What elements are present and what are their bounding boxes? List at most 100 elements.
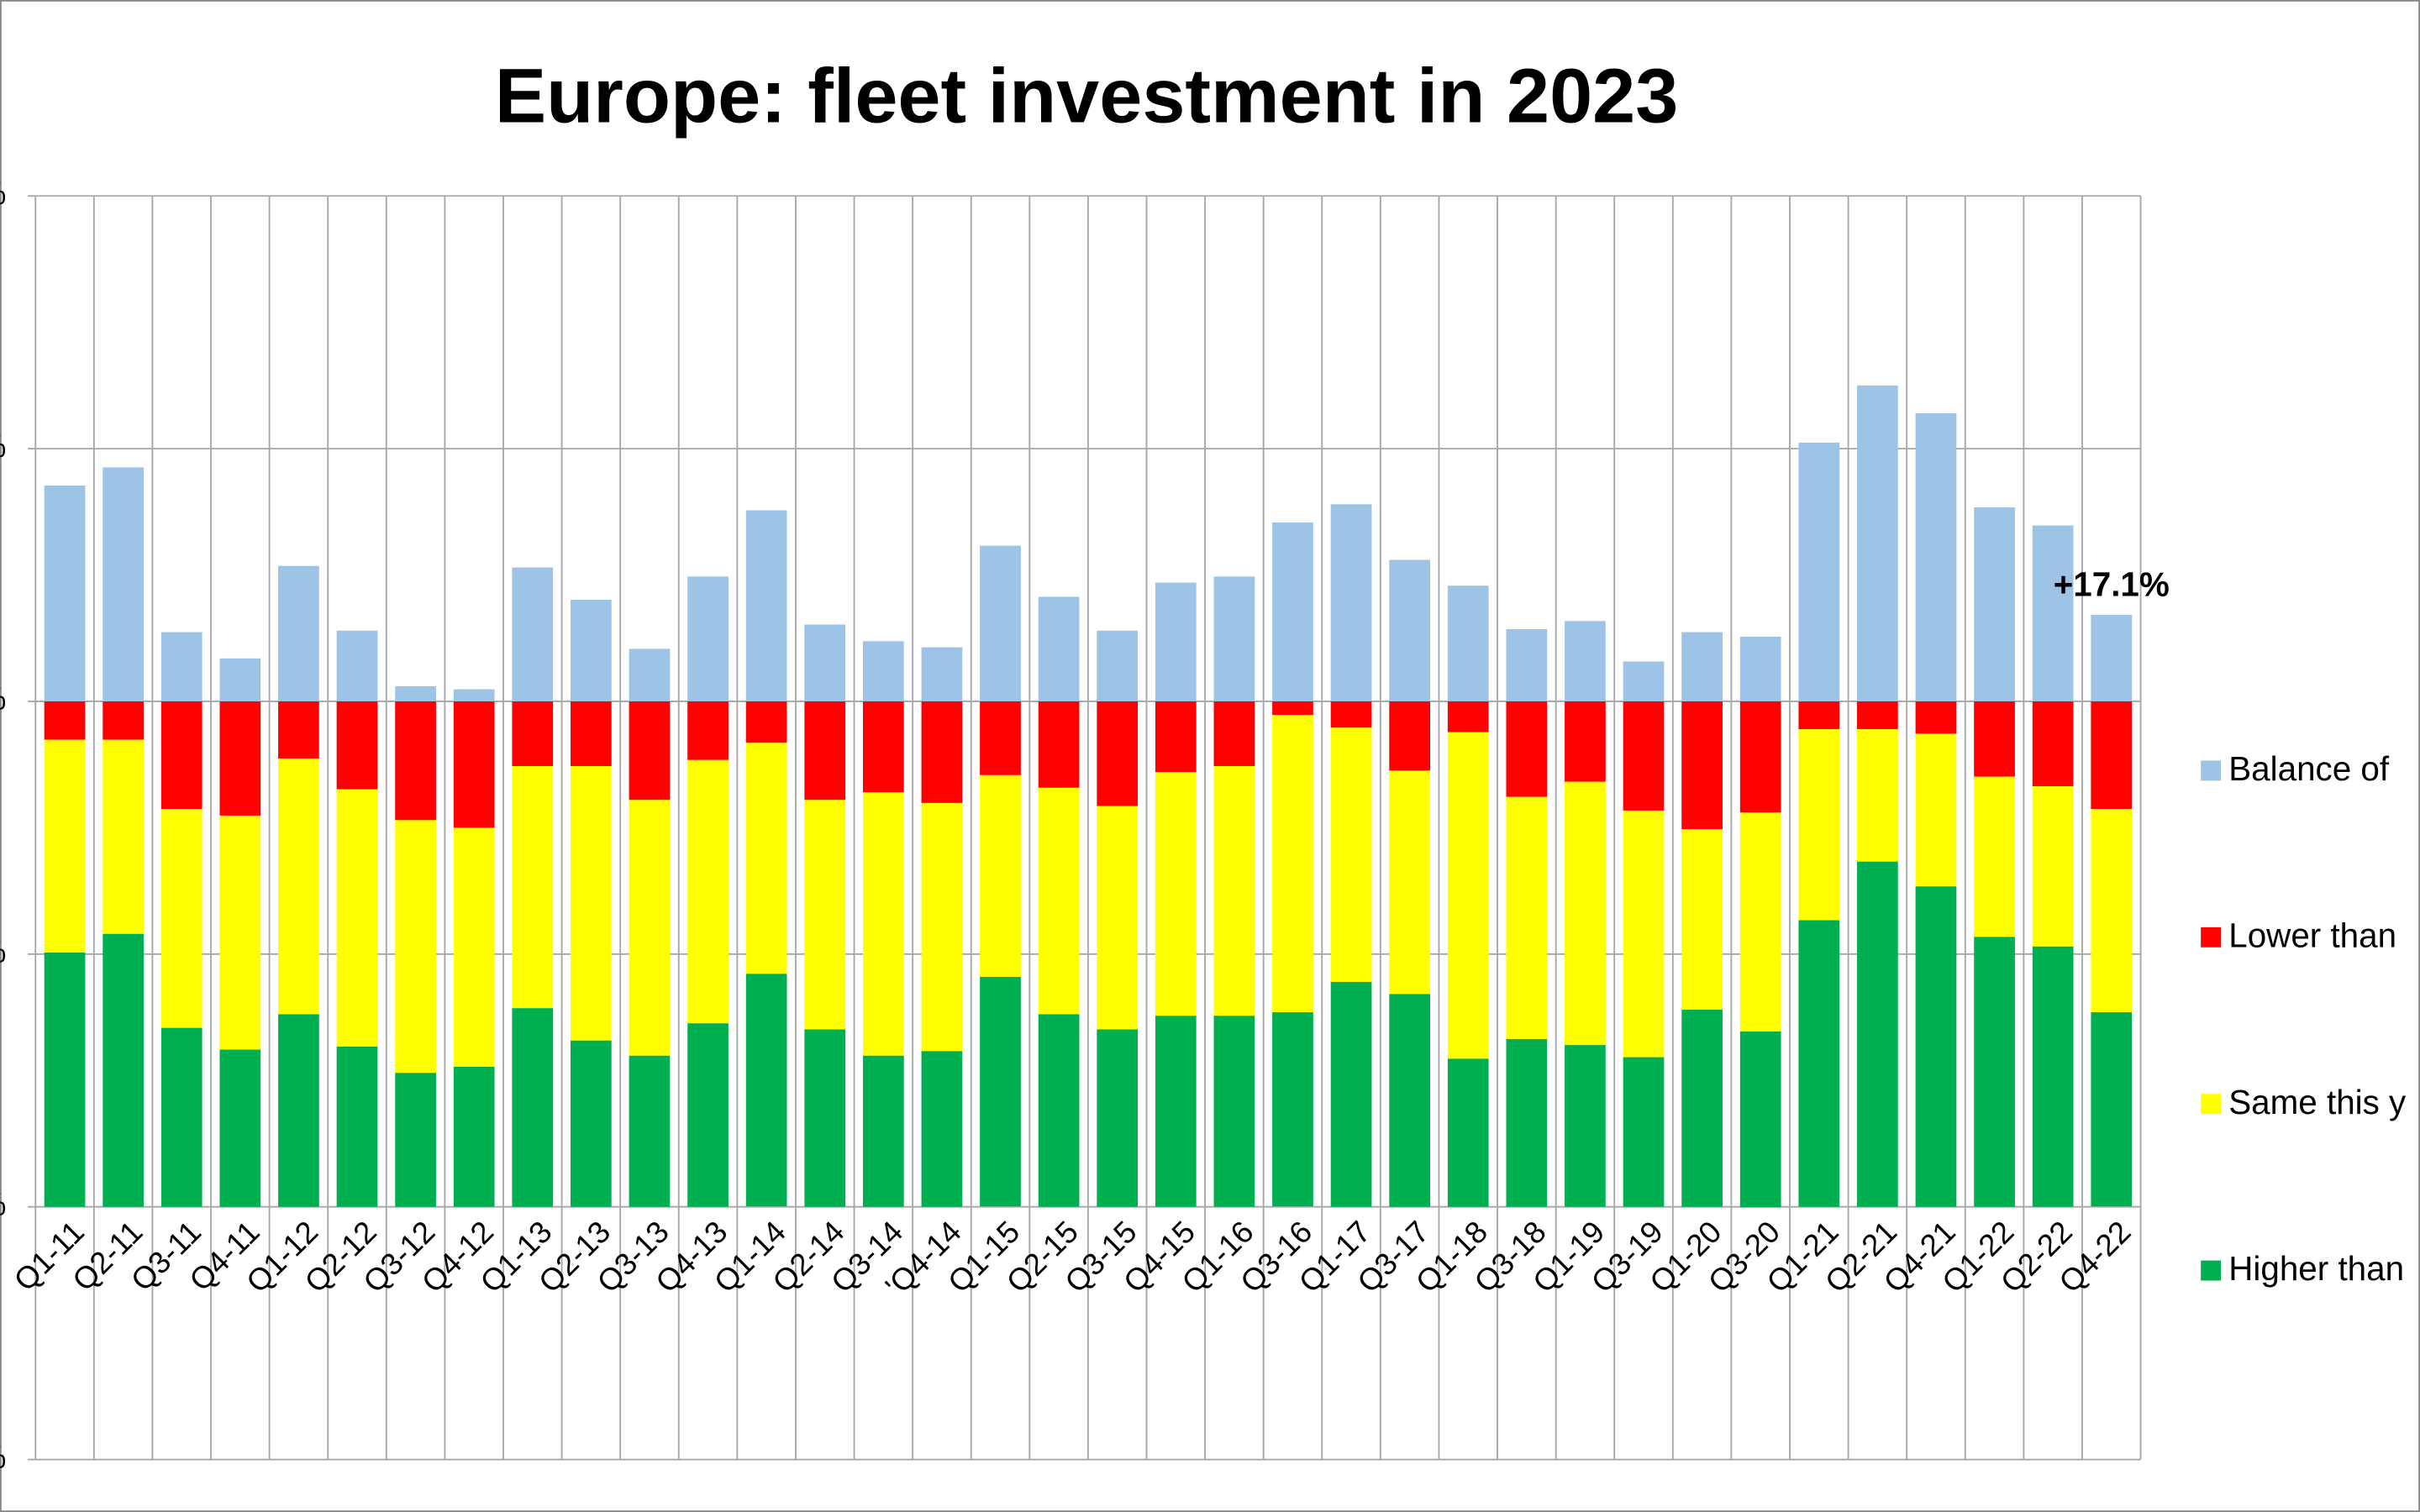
annotation: +17.1% <box>2054 565 2170 604</box>
bar-segment <box>1155 701 1197 773</box>
bar-segment <box>1739 1031 1781 1208</box>
bar-segment <box>336 1046 378 1207</box>
bar-segment <box>1330 701 1372 728</box>
bar-segment <box>1857 861 1898 1207</box>
bar-segment <box>862 1055 904 1207</box>
bar-segment <box>1038 596 1080 701</box>
bar-segment <box>571 1040 612 1207</box>
y-tick-label: 50% <box>0 429 6 464</box>
bar-segment <box>804 800 846 1030</box>
bar-segment <box>1038 787 1080 1015</box>
bar-segment <box>336 630 378 701</box>
legend-swatch <box>2201 760 2222 781</box>
bar-segment <box>44 701 86 740</box>
bar-segment <box>1681 1010 1723 1207</box>
bar-segment <box>278 565 319 701</box>
bar-segment <box>1330 504 1372 701</box>
bar-segment <box>1097 1029 1139 1207</box>
bar-segment <box>745 510 787 701</box>
bar-segment <box>1798 920 1840 1207</box>
bar-segment <box>1213 576 1255 701</box>
bar-segment <box>278 701 319 759</box>
bar-segment <box>103 701 144 740</box>
bar-segment <box>1915 701 1957 734</box>
bar-segment <box>1681 829 1723 1011</box>
bar-segment <box>1506 1038 1548 1207</box>
bar-segment <box>1447 1058 1489 1207</box>
bar-segment <box>103 467 144 701</box>
legend-label: Same this y <box>2228 1083 2407 1121</box>
bar-segment <box>1565 701 1606 782</box>
bar-segment <box>1974 776 2015 937</box>
bar-segment <box>1623 661 1665 701</box>
legend-swatch <box>2201 927 2222 948</box>
bar-segment <box>103 933 144 1207</box>
bar-segment <box>219 701 261 816</box>
bar-segment <box>1155 582 1197 701</box>
bar-segment <box>1038 701 1080 788</box>
bar-segment <box>1272 701 1313 716</box>
bar-segment <box>1915 886 1957 1207</box>
bar-segment <box>1857 729 1898 862</box>
bar-segment <box>1155 1016 1197 1207</box>
bar-segment <box>160 701 203 810</box>
bar-segment <box>1506 796 1548 1039</box>
bar-segment <box>453 689 495 701</box>
bar-segment <box>395 820 436 1074</box>
bar-segment <box>1623 810 1665 1058</box>
bar-segment <box>921 701 963 803</box>
bar-segment <box>571 765 612 1041</box>
bar-segment <box>862 701 904 793</box>
bar-segment <box>687 576 729 701</box>
bar-segment <box>571 701 612 766</box>
bar-segment <box>804 624 846 701</box>
bar-segment <box>395 1073 436 1207</box>
bar-segment <box>44 953 86 1207</box>
bar-segment <box>336 789 378 1047</box>
bar-segment <box>512 567 554 701</box>
bar-segment <box>1798 701 1840 730</box>
legend-swatch <box>2201 1260 2222 1281</box>
bar-segment <box>1447 732 1489 1059</box>
legend-label: Lower than <box>2228 916 2396 954</box>
bar-segment <box>336 701 378 790</box>
bar-segment <box>1739 636 1781 701</box>
bar-segment <box>629 800 671 1056</box>
y-tick-label: 100% <box>0 176 6 211</box>
bar-segment <box>1330 981 1372 1207</box>
bar-segment <box>745 743 787 974</box>
bar-segment <box>1272 715 1313 1013</box>
bar-segment <box>2032 525 2074 701</box>
bar-segment <box>453 701 495 828</box>
bar-segment <box>1272 522 1313 701</box>
bar-segment <box>1681 632 1723 701</box>
bar-segment <box>1155 772 1197 1016</box>
bar-segment <box>980 701 1021 775</box>
bar-segment <box>160 809 203 1028</box>
bar-segment <box>219 1049 261 1207</box>
bar-segment <box>804 701 846 801</box>
y-tick-label: -150% <box>0 1440 6 1474</box>
bar-segment <box>1097 630 1139 701</box>
bar-segment <box>1447 585 1489 701</box>
bar-segment <box>1097 701 1139 806</box>
bar-segment <box>1681 701 1723 830</box>
bar-segment <box>395 685 436 701</box>
bar-segment <box>219 658 261 701</box>
bar-segment <box>862 792 904 1056</box>
bar-segment <box>980 545 1021 701</box>
bar-segment <box>1213 701 1255 766</box>
bar-segment <box>1798 442 1840 701</box>
bar-segment <box>1565 781 1606 1046</box>
bar-segment <box>1213 765 1255 1016</box>
bar-segment <box>2091 701 2133 810</box>
bar-segment <box>571 600 612 701</box>
bar-segment <box>980 774 1021 977</box>
bar-segment <box>1857 385 1898 701</box>
bar-segment <box>512 701 554 766</box>
y-tick-label: -50% <box>0 935 6 969</box>
bar-segment <box>2091 615 2133 701</box>
bar-segment <box>629 1055 671 1207</box>
y-tick-label: -100% <box>0 1187 6 1221</box>
